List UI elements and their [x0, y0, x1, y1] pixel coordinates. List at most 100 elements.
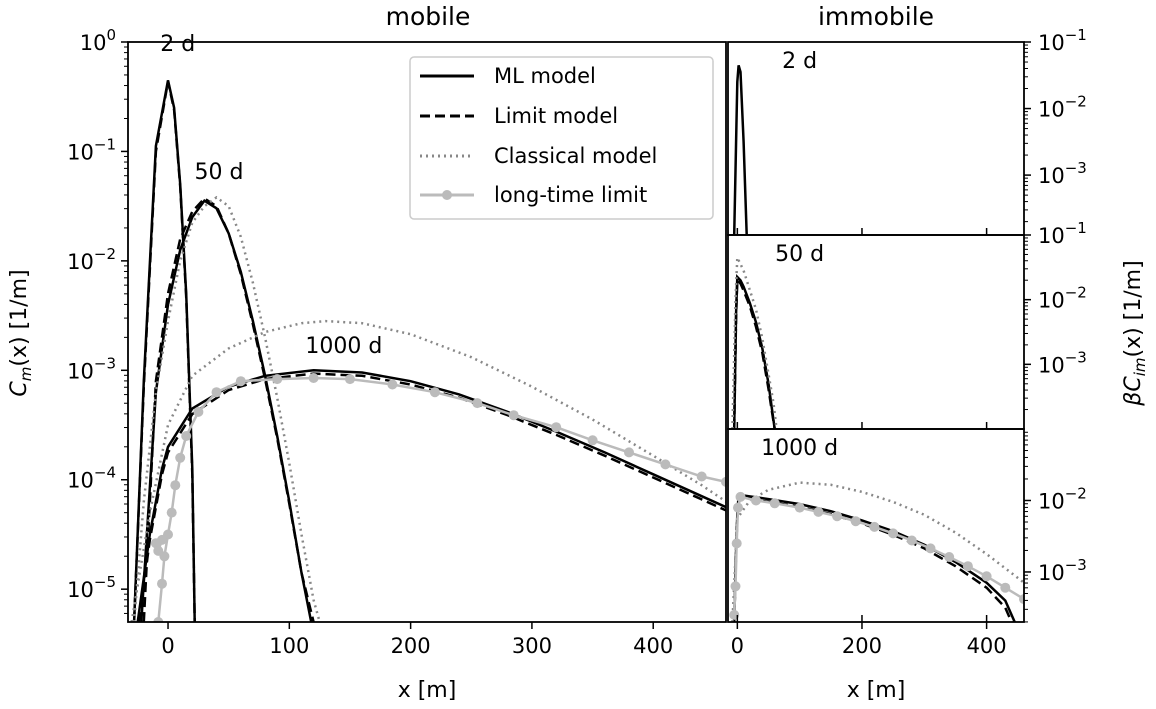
immobile-1000-d-long-time-limit-point — [1000, 582, 1011, 593]
mobile-long-time-limit-point — [272, 374, 283, 385]
legend-label-long-time-limit: long-time limit — [494, 183, 647, 207]
mobile-y-tick-label: 10−5 — [67, 573, 116, 602]
immobile-2-d-y-tick-label: 10−3 — [1038, 159, 1087, 188]
immobile-1000-d-long-time-limit-point — [731, 538, 742, 549]
mobile-long-time-limit-line-1000-d — [157, 376, 726, 622]
mobile-long-time-limit-point — [624, 447, 634, 458]
immobile-50-d-y-tick-label: 10−2 — [1038, 284, 1087, 313]
immobile-1000-d-ml-model-line-curve-0 — [732, 493, 1016, 622]
mobile-y-axis-label: Cm(x) [1/m] — [7, 269, 35, 396]
mobile-long-time-limit-point — [308, 373, 319, 383]
immobile-1000-d-limit-model-line-curve-0 — [732, 495, 1013, 622]
immobile-1000-d-long-time-limit-point — [906, 535, 917, 546]
immobile-2-d-ml-model-line-curve-0 — [732, 64, 748, 235]
immobile-50-d-y-tick-label: 10−1 — [1038, 219, 1087, 248]
immobile-1000-d-long-time-limit-point — [733, 502, 743, 513]
immobile-1000-d-long-time-limit-point — [794, 502, 805, 513]
mobile-panel-title: mobile — [386, 2, 471, 31]
mobile-y-tick-label: 100 — [80, 26, 116, 55]
mobile-long-time-limit-point — [660, 459, 671, 470]
mobile-long-time-limit-point — [587, 435, 598, 446]
immobile-1000-d-long-time-limit-point — [735, 491, 746, 502]
mobile-x-tick-label: 100 — [269, 634, 309, 658]
axis-ticks: 2 d 50 d 1000 d 0 100 200 300 400 100 10−1 10−2 10−… — [67, 26, 1087, 658]
plot-area — [130, 64, 1024, 622]
immobile-1000-d-long-time-limit-point — [730, 581, 741, 592]
immobile-x-tick-label: 400 — [967, 634, 1007, 658]
immobile-1000-d-long-time-limit-line-curve-0 — [732, 495, 1024, 615]
legend-swatch-long-time-limit-marker — [442, 190, 452, 200]
mobile-long-time-limit-point — [472, 398, 483, 409]
immobile-1000-d-long-time-limit-point — [751, 495, 761, 506]
immobile-y-axis-label-sub: im — [1131, 358, 1149, 377]
mobile-long-time-limit-point — [157, 534, 167, 545]
mobile-long-time-limit-point — [153, 617, 164, 622]
mobile-long-time-limit-point — [387, 379, 398, 390]
immobile-2-d-axes-frame — [727, 41, 1025, 236]
mobile-long-time-limit-point — [696, 471, 707, 482]
legend-frame — [409, 56, 714, 220]
immobile-50-d-ml-model-line-curve-0 — [732, 274, 776, 429]
immobile-x-tick-label: 0 — [731, 634, 744, 658]
mobile-axes-frame — [127, 41, 727, 623]
immobile-50-d-classical-model-line-curve-0 — [731, 257, 778, 429]
mobile-long-time-limit-point — [345, 374, 355, 385]
mobile-long-time-limit-point — [508, 410, 519, 421]
mobile-y-tick-label: 10−1 — [67, 135, 116, 164]
immobile-1000-d-annotation: 1000 d — [761, 436, 838, 461]
mobile-x-tick-label: 300 — [512, 634, 552, 658]
legend-label-classical-model: Classical model — [494, 144, 657, 168]
immobile-panel-title: immobile — [818, 2, 934, 31]
axes-frames — [127, 41, 1025, 623]
mobile-annotation-1000-d: 1000 d — [305, 334, 382, 359]
immobile-1000-d-long-time-limit-point — [832, 511, 843, 522]
mobile-limit-model-line-1000-d — [137, 372, 726, 622]
mobile-x-tick-label: 400 — [633, 634, 673, 658]
mobile-y-axis-label-sub: m — [17, 367, 35, 382]
mobile-y-axis-label-tail: (x) [1/m] — [7, 269, 32, 366]
mobile-long-time-limit-point — [181, 431, 192, 441]
immobile-y-axis-label-main: βC — [1121, 376, 1146, 407]
immobile-2-d-annotation: 2 d — [782, 49, 817, 74]
mobile-y-tick-label: 10−2 — [67, 245, 116, 274]
mobile-limit-model-line-50-d — [142, 196, 315, 622]
mobile-y-tick-label: 10−4 — [67, 464, 116, 493]
mobile-ml-model-line-50-d — [140, 199, 313, 622]
mobile-long-time-limit-point — [235, 376, 246, 387]
immobile-50-d-y-tick-label: 10−3 — [1038, 348, 1087, 377]
legend: ML model Limit model Classical model lon… — [409, 56, 714, 220]
immobile-1000-d-long-time-limit-point — [981, 571, 992, 582]
mobile-long-time-limit-point — [721, 476, 726, 487]
mobile-ml-model-line-1000-d — [136, 369, 726, 622]
immobile-1000-d-long-time-limit-point — [850, 516, 861, 527]
immobile-50-d-limit-model-line-curve-0 — [732, 277, 776, 429]
immobile-x-axis-label: x [m] — [847, 678, 906, 703]
mobile-classical-model-line-1000-d — [130, 319, 726, 622]
immobile-1000-d-long-time-limit-point — [769, 498, 780, 509]
immobile-1000-d-long-time-limit-point — [962, 561, 973, 572]
immobile-50-d-annotation: 50 d — [775, 242, 824, 267]
immobile-2-d-y-tick-label: 10−1 — [1038, 26, 1087, 55]
immobile-1000-d-long-time-limit-point — [813, 506, 824, 517]
immobile-1000-d-y-tick-label: 10−3 — [1038, 556, 1087, 585]
mobile-long-time-limit-point — [153, 545, 164, 556]
immobile-x-tick-label: 200 — [842, 634, 882, 658]
mobile-long-time-limit-point — [175, 452, 186, 463]
mobile-long-time-limit-point — [429, 387, 440, 398]
mobile-annotation-50-d: 50 d — [194, 160, 243, 185]
mobile-long-time-limit-point — [166, 507, 177, 518]
mobile-long-time-limit-point — [170, 480, 181, 491]
mobile-x-axis-label: x [m] — [398, 678, 457, 703]
mobile-annotation-2-d: 2 d — [160, 32, 195, 57]
mobile-x-tick-label: 200 — [391, 634, 431, 658]
immobile-y-axis-label-tail: (x) [1/m] — [1121, 260, 1146, 357]
legend-label-ml-model: ML model — [494, 64, 596, 88]
mobile-long-time-limit-point — [211, 387, 222, 398]
immobile-2-d-y-tick-label: 10−2 — [1038, 93, 1087, 122]
mobile-y-axis-label-main: C — [7, 381, 32, 397]
immobile-1000-d-axes-frame — [727, 428, 1025, 623]
mobile-long-time-limit-point — [193, 406, 204, 417]
immobile-1000-d-long-time-limit-point — [869, 521, 880, 532]
immobile-1000-d-y-tick-label: 10−2 — [1038, 484, 1087, 513]
